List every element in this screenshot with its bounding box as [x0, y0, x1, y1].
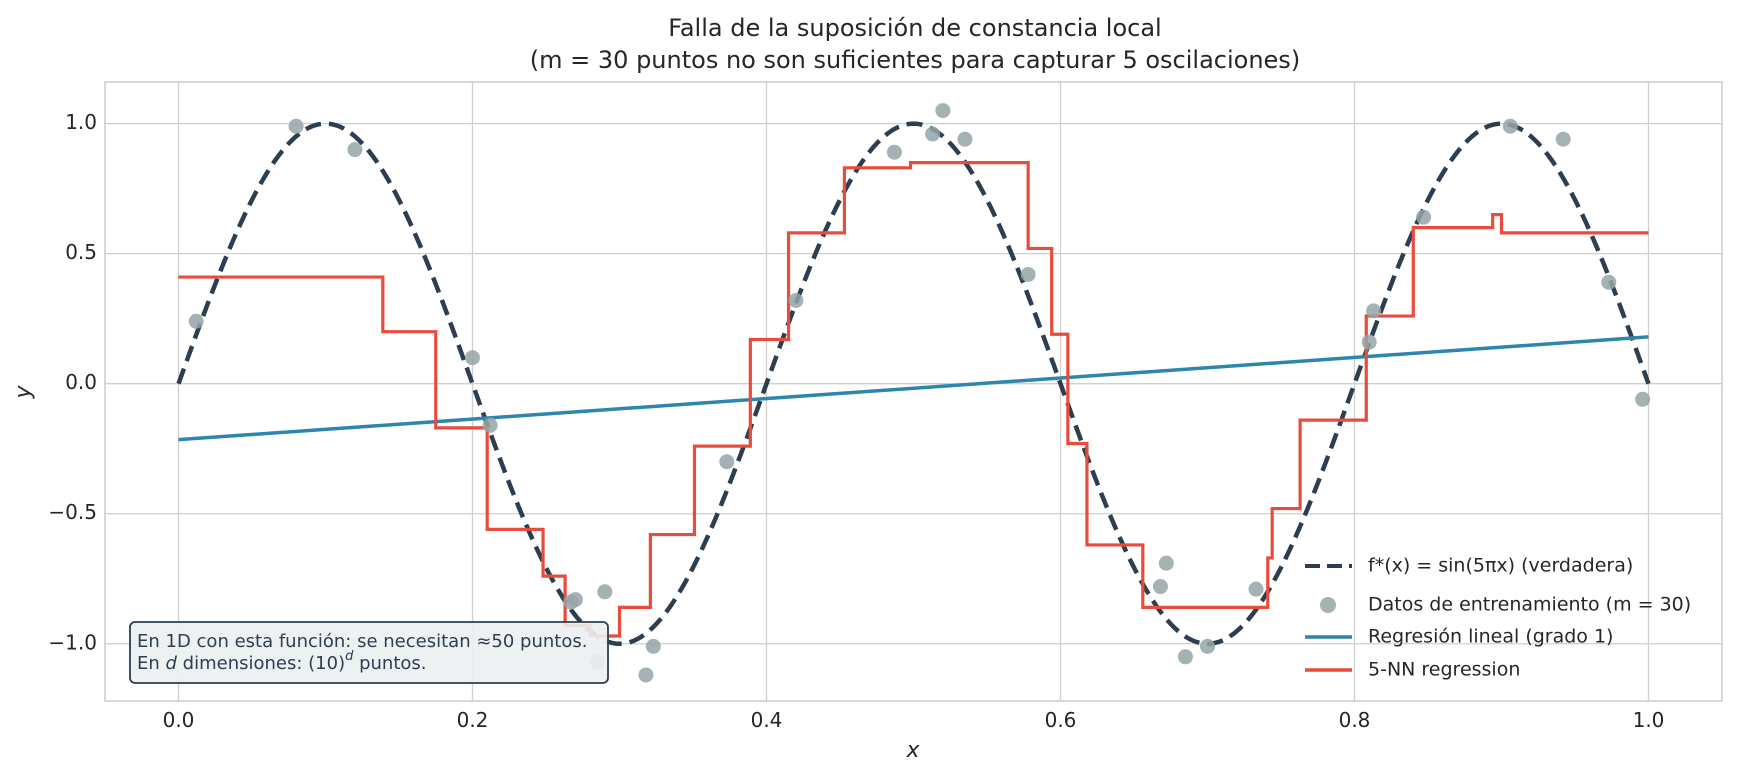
training-point	[925, 126, 941, 142]
training-point	[638, 667, 654, 683]
training-point	[1366, 303, 1382, 319]
legend-label-knn-regression: 5-NN regression	[1368, 659, 1520, 681]
knn-regression-line	[178, 161, 1649, 638]
training-point	[788, 292, 804, 308]
training-point	[1502, 118, 1518, 134]
training-point	[1248, 581, 1264, 597]
legend-label-true-function: f*(x) = sin(5πx) (verdadera)	[1368, 555, 1633, 577]
training-point	[1152, 579, 1168, 595]
annotation-box: En 1D con esta función: se necesitan ≈50…	[129, 621, 609, 684]
training-point	[1555, 131, 1571, 147]
chart-title-line-2: (m = 30 puntos no son suficientes para c…	[530, 46, 1300, 74]
y-tick-label: −1.0	[48, 630, 97, 654]
training-point	[1601, 274, 1617, 290]
training-point	[465, 350, 480, 366]
training-point	[482, 417, 498, 433]
legend-label-training-data: Datos de entrenamiento (m = 30)	[1368, 594, 1691, 616]
chart-title-line-1: Falla de la suposición de constancia loc…	[668, 14, 1161, 42]
training-point	[957, 131, 973, 147]
legend: f*(x) = sin(5πx) (verdadera) Datos de en…	[1305, 555, 1691, 681]
training-point	[1158, 555, 1174, 571]
training-point	[188, 313, 204, 329]
x-tick-label: 1.0	[1633, 708, 1665, 732]
training-point	[563, 594, 579, 610]
plot-frame	[104, 81, 1723, 702]
training-point	[719, 454, 735, 470]
annotation-line-1: En 1D con esta función: se necesitan ≈50…	[137, 631, 587, 652]
legend-label-linear-regression: Regresión lineal (grado 1)	[1368, 626, 1613, 648]
x-tick-label: 0.0	[163, 708, 195, 732]
training-point	[886, 144, 902, 160]
training-point	[1361, 334, 1377, 350]
training-point	[1200, 638, 1215, 654]
series	[176, 103, 1651, 683]
training-point	[1416, 209, 1432, 225]
annotation-line-2: En d dimensiones: (10)d puntos.	[137, 649, 427, 675]
training-point	[597, 584, 613, 600]
y-tick-label: 0.5	[65, 240, 97, 264]
training-point	[288, 118, 304, 134]
y-tick-label: 0.0	[65, 370, 97, 394]
training-point	[347, 142, 363, 158]
training-point	[1020, 266, 1036, 282]
x-tick-label: 0.6	[1045, 708, 1077, 732]
y-axis-label: y	[11, 385, 36, 400]
training-point	[935, 103, 951, 119]
training-point	[645, 638, 661, 654]
x-tick-label: 0.2	[457, 708, 489, 732]
legend-marker-training-data	[1320, 597, 1336, 613]
training-point	[1635, 391, 1651, 407]
tick-labels: 0.0 0.2 0.4 0.6 0.8 1.0 1.0 0.5 0.0 −0.5 −1.0	[48, 110, 1664, 732]
linear-regression-line	[178, 335, 1649, 442]
x-tick-label: 0.8	[1339, 708, 1371, 732]
y-tick-label: −0.5	[48, 500, 97, 524]
y-tick-label: 1.0	[65, 110, 97, 134]
x-axis-label: x	[905, 738, 920, 763]
training-point	[1177, 649, 1193, 665]
true-function-line	[176, 121, 1651, 647]
x-tick-label: 0.4	[751, 708, 783, 732]
